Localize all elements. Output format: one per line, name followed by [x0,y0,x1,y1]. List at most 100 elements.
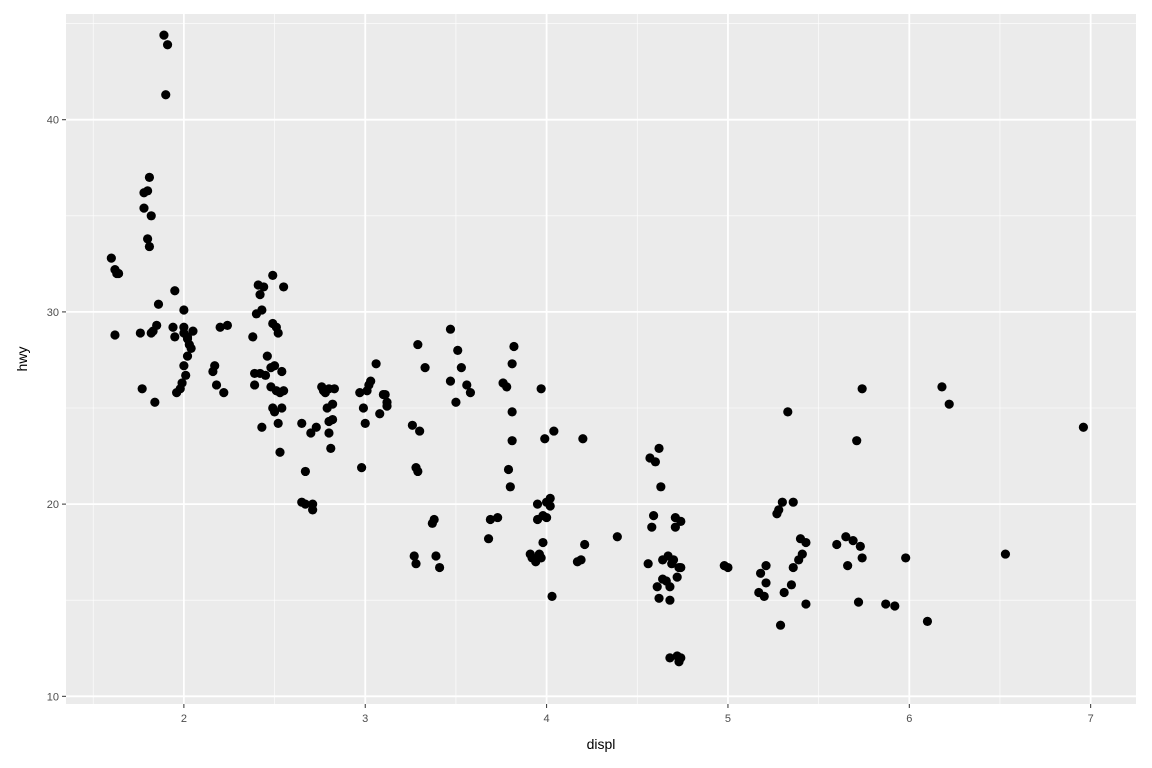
data-point [881,599,891,609]
data-point [273,328,283,338]
y-tick-label: 20 [47,499,59,511]
x-tick-label: 3 [362,713,368,725]
data-point [654,593,664,603]
data-point [507,359,517,369]
data-point [162,40,173,50]
data-point [922,616,933,626]
data-point [170,286,180,296]
data-point [547,591,557,601]
data-point [181,370,191,380]
data-point [777,497,787,507]
data-point [672,572,682,582]
data-point [676,562,686,573]
x-tick-label: 7 [1088,713,1094,725]
data-point [262,351,272,361]
x-tick-label: 2 [181,713,187,725]
data-point [143,186,153,196]
data-point [676,516,686,527]
data-point [222,320,233,330]
data-point [186,343,196,354]
data-point [106,253,116,263]
data-point [177,378,187,388]
data-point [161,90,171,100]
grid-major-lines [66,14,1136,704]
data-point [505,482,515,492]
data-point [774,505,784,515]
data-point [300,499,310,509]
data-point [783,407,793,417]
data-point [434,562,445,573]
data-point [139,203,149,213]
data-point [832,539,842,550]
data-point [841,532,851,542]
data-point [462,380,472,390]
data-point [578,434,588,444]
data-point [300,466,310,477]
data-point [853,597,864,607]
data-point [297,418,307,428]
data-point [509,341,519,352]
data-point [857,384,867,394]
data-point [407,420,417,430]
data-point [277,403,287,413]
data-point [855,541,865,551]
data-point [210,361,220,371]
data-point [532,499,543,509]
data-point [248,332,258,342]
data-point [779,587,789,598]
data-point [179,305,189,315]
data-point [788,497,798,507]
data-point [541,512,552,523]
data-point [536,553,546,563]
y-axis-title: hwy [14,347,30,372]
data-point [536,384,546,394]
grid-minor-lines [66,14,1136,704]
data-point [269,407,280,417]
data-point [415,426,425,436]
data-point [324,428,334,438]
data-point [788,562,798,573]
data-point [273,418,283,428]
data-point [668,555,679,565]
data-point [413,339,423,350]
data-point [150,397,160,407]
data-point [413,466,423,477]
data-point [250,380,260,390]
data-point [329,384,340,394]
data-point [420,363,430,373]
data-point [411,559,421,569]
data-point [215,322,225,332]
data-point [409,551,419,561]
data-point [445,376,456,386]
data-point [257,422,267,432]
data-point [493,512,503,523]
data-point [170,332,180,342]
y-tick-label: 10 [47,691,59,703]
data-point [168,322,178,332]
data-point [188,326,198,336]
x-tick-label: 5 [725,713,731,725]
data-point [648,511,659,521]
data-point [901,553,911,563]
data-point [507,407,517,417]
data-point [507,436,517,446]
data-point [761,561,771,571]
x-axis-title: displ [587,736,616,752]
data-point [937,382,947,392]
data-point [540,434,550,444]
data-point [857,553,867,563]
data-point [761,578,771,588]
data-point [456,363,466,373]
data-point [843,561,853,571]
data-point [277,366,287,377]
data-point [260,370,271,380]
data-point [360,418,370,428]
data-point [453,345,463,355]
data-point [135,328,145,338]
data-point [670,522,680,532]
data-point [545,493,555,503]
data-point [451,397,461,407]
data-point [382,401,392,411]
data-point [113,268,124,279]
